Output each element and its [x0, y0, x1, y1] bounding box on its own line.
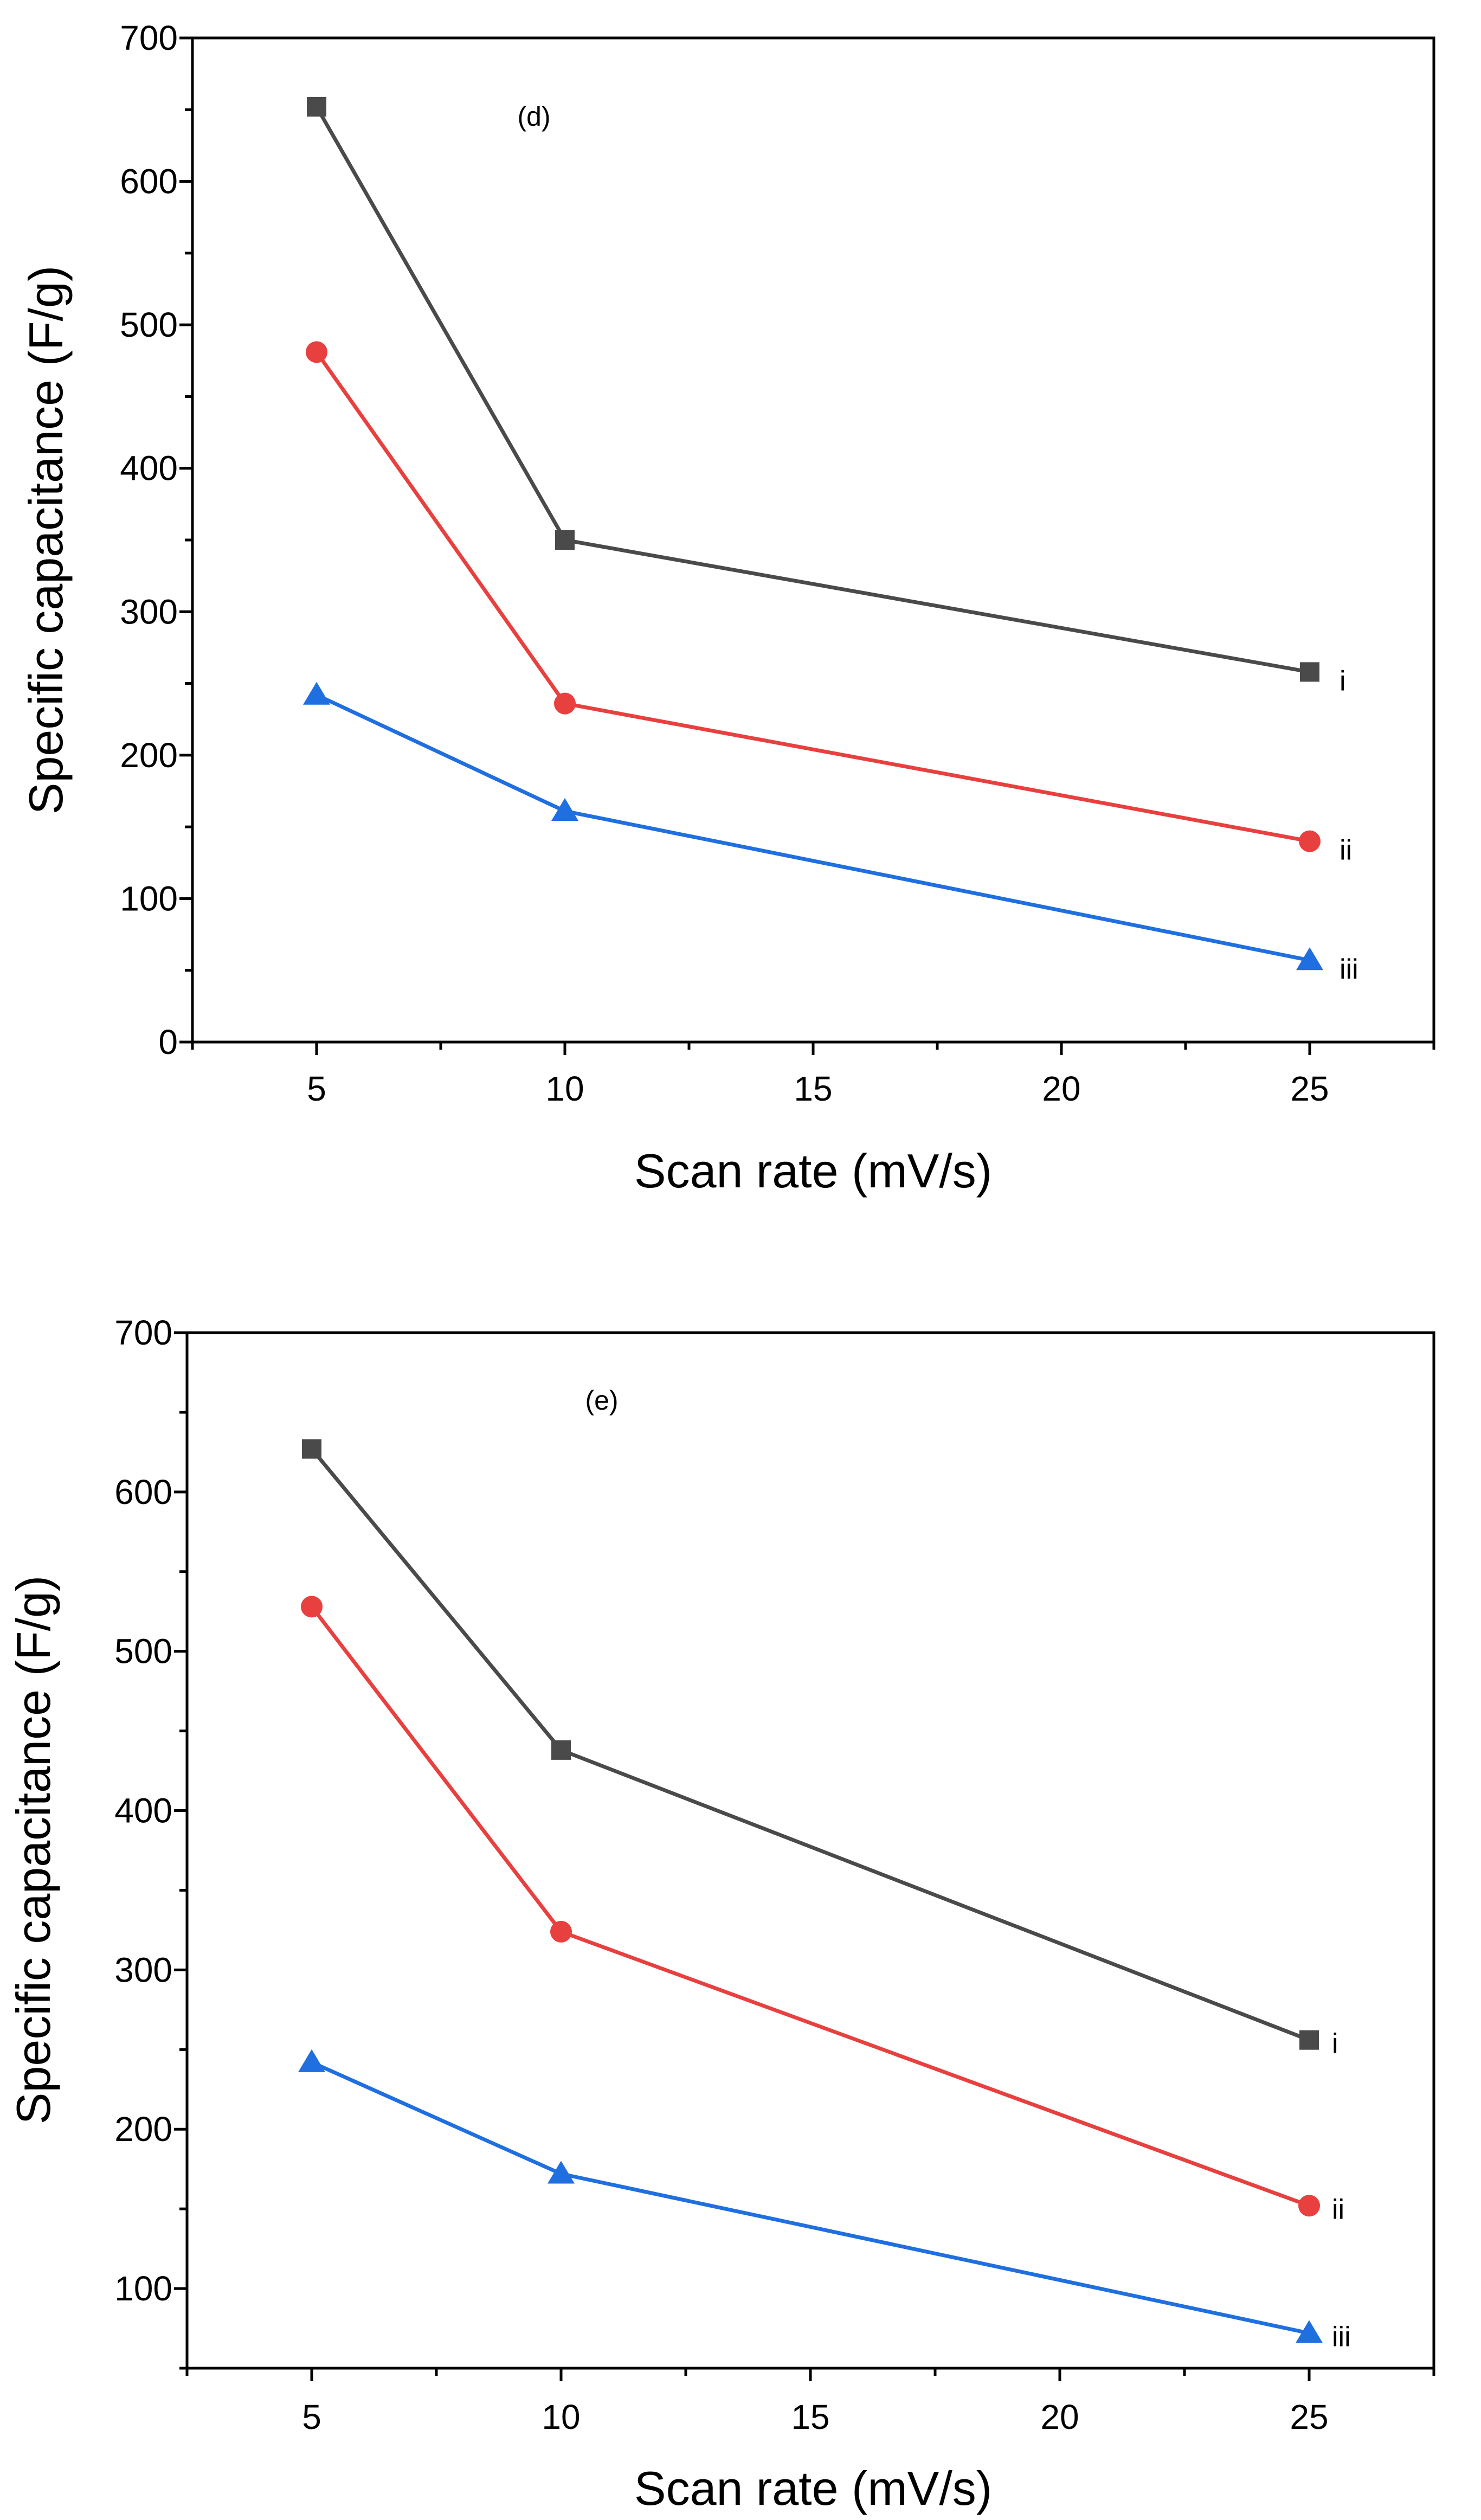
panel-label: (d): [517, 101, 550, 132]
series-line-iii: [311, 2060, 1310, 2335]
data-point-i: [307, 97, 326, 117]
data-point-iii: [548, 2161, 575, 2184]
data-point-ii: [550, 1920, 572, 1943]
y-tick-label: 400: [120, 449, 178, 488]
series-line-i: [314, 106, 1310, 674]
data-point-i: [302, 1439, 321, 1459]
data-point-i: [555, 530, 575, 550]
x-tick-label: 5: [302, 2397, 321, 2437]
x-tick-label: 15: [791, 2397, 829, 2437]
y-tick-label: 500: [120, 305, 178, 344]
tick-labels: 0 100 200 300 400 500 600 700 5 10 15 20 25: [120, 18, 1329, 1108]
y-axis-title: Specific capacitance (F/g): [19, 266, 73, 814]
x-tick-label: 20: [1042, 1069, 1080, 1108]
y-tick-label: 300: [120, 592, 178, 631]
y-tick-label: 100: [114, 2269, 172, 2308]
data-point-iii: [298, 2049, 325, 2072]
data-point-ii: [301, 1596, 323, 1618]
y-tick-label: 600: [120, 162, 178, 201]
x-tick-label: 20: [1040, 2397, 1079, 2437]
series-label-ii: ii: [1332, 2194, 1344, 2225]
series-label-ii: ii: [1340, 835, 1352, 866]
y-tick-label: 200: [120, 736, 178, 775]
y-tick-label: 500: [114, 1632, 172, 1671]
data-point-ii: [554, 692, 576, 715]
y-axis-title: Specific capacitance (F/g): [7, 1576, 60, 2124]
y-tick-label: 400: [114, 1791, 172, 1830]
data-point-ii: [306, 341, 327, 363]
data-point-iii: [303, 682, 330, 705]
data-point-iii: [551, 798, 578, 821]
y-tick-label: 700: [114, 1313, 172, 1352]
series-line-ii: [310, 1605, 1310, 2208]
plot-frame: [191, 36, 1435, 1044]
axes-ticks: [179, 36, 1435, 1055]
series-line-ii: [315, 351, 1310, 844]
series-label-i: i: [1332, 2028, 1338, 2060]
x-tick-label: 10: [542, 2397, 580, 2437]
series-line-i: [310, 1448, 1310, 2042]
x-tick-label: 25: [1290, 2397, 1328, 2437]
y-tick-label: 200: [114, 2110, 172, 2149]
series-label-iii: iii: [1332, 2321, 1351, 2352]
x-tick-label: 10: [545, 1069, 584, 1108]
panel-label: (e): [585, 1385, 618, 1416]
axes-ticks: [174, 1331, 1435, 2381]
series-label-i: i: [1340, 665, 1346, 697]
data-point-iii: [1296, 947, 1323, 970]
y-tick-label: 0: [158, 1023, 178, 1062]
y-tick-label: 300: [114, 1950, 172, 1989]
y-tick-label: 600: [114, 1473, 172, 1512]
data-point-iii: [1296, 2320, 1323, 2343]
data-point-ii: [1299, 830, 1321, 852]
y-tick-label: 100: [120, 879, 178, 918]
x-axis-title: Scan rate (mV/s): [634, 1144, 992, 1198]
data-point-i: [1299, 2030, 1319, 2050]
y-tick-label: 700: [120, 18, 178, 57]
series-line-iii: [315, 693, 1310, 962]
x-tick-label: 15: [794, 1069, 832, 1108]
tick-labels: 100 200 300 400 500 600 700 5 10 15 20 25: [114, 1313, 1328, 2437]
plot-frame: [185, 1331, 1435, 2370]
data-point-i: [1300, 662, 1319, 682]
data-point-i: [551, 1740, 571, 1760]
x-axis-title: Scan rate (mV/s): [634, 2461, 992, 2515]
data-point-ii: [1298, 2195, 1320, 2217]
x-tick-label: 5: [307, 1069, 326, 1108]
x-tick-label: 25: [1290, 1069, 1329, 1108]
series-label-iii: iii: [1340, 954, 1358, 985]
